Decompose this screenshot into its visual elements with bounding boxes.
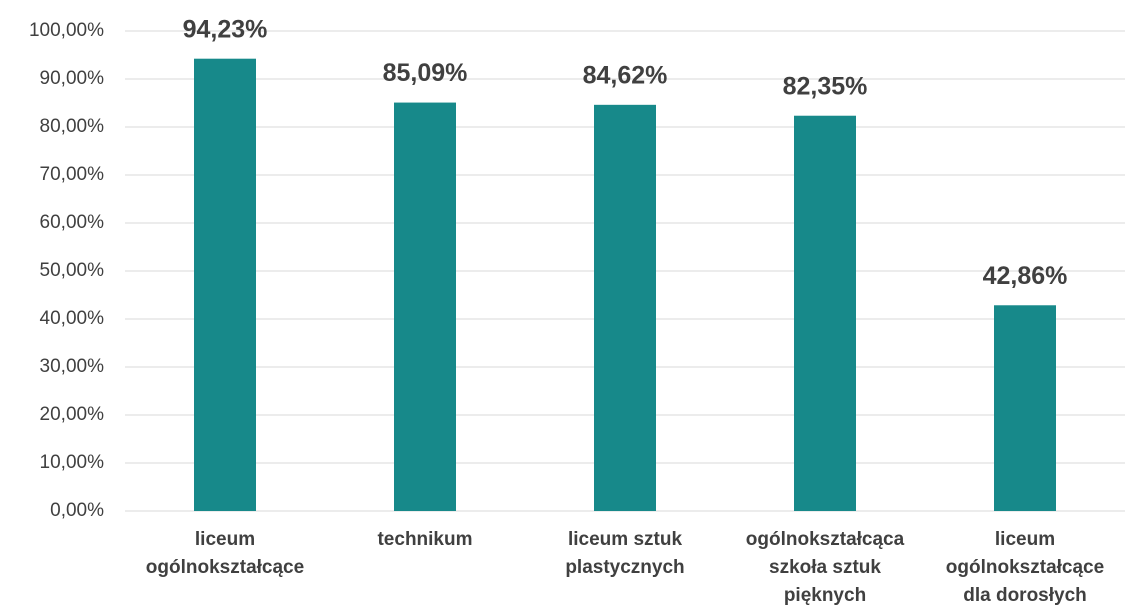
value-label: 85,09% [383,59,468,87]
y-tick-label: 80,00% [40,116,105,137]
value-label: 84,62% [583,61,668,89]
bar [194,58,256,512]
x-tick-label: liceum sztuk plastycznych [565,529,685,578]
y-tick-label: 70,00% [40,164,105,185]
y-tick-label: 100,00% [29,20,104,41]
y-tick-label: 60,00% [40,212,105,233]
y-tick-label: 20,00% [40,404,105,425]
bar [594,104,656,511]
x-tick-label: liceum ogólnokształcące dla dorosłych [945,529,1105,606]
x-tick-label: liceum ogólnokształcące [145,529,305,578]
bar [394,102,456,512]
value-label: 94,23% [183,15,268,43]
bar [994,305,1056,511]
bar [794,115,856,511]
x-tick-label: technikum [377,529,473,550]
y-tick-label: 50,00% [40,260,105,281]
y-tick-label: 40,00% [40,308,105,329]
x-tick-label: ogólnokształcąca szkoła sztuk pięknych [745,529,905,606]
value-label: 42,86% [983,262,1068,290]
y-tick-label: 0,00% [50,500,104,521]
value-label: 82,35% [783,72,868,100]
y-tick-label: 30,00% [40,356,105,377]
y-tick-label: 10,00% [40,452,105,473]
y-tick-label: 90,00% [40,68,105,89]
